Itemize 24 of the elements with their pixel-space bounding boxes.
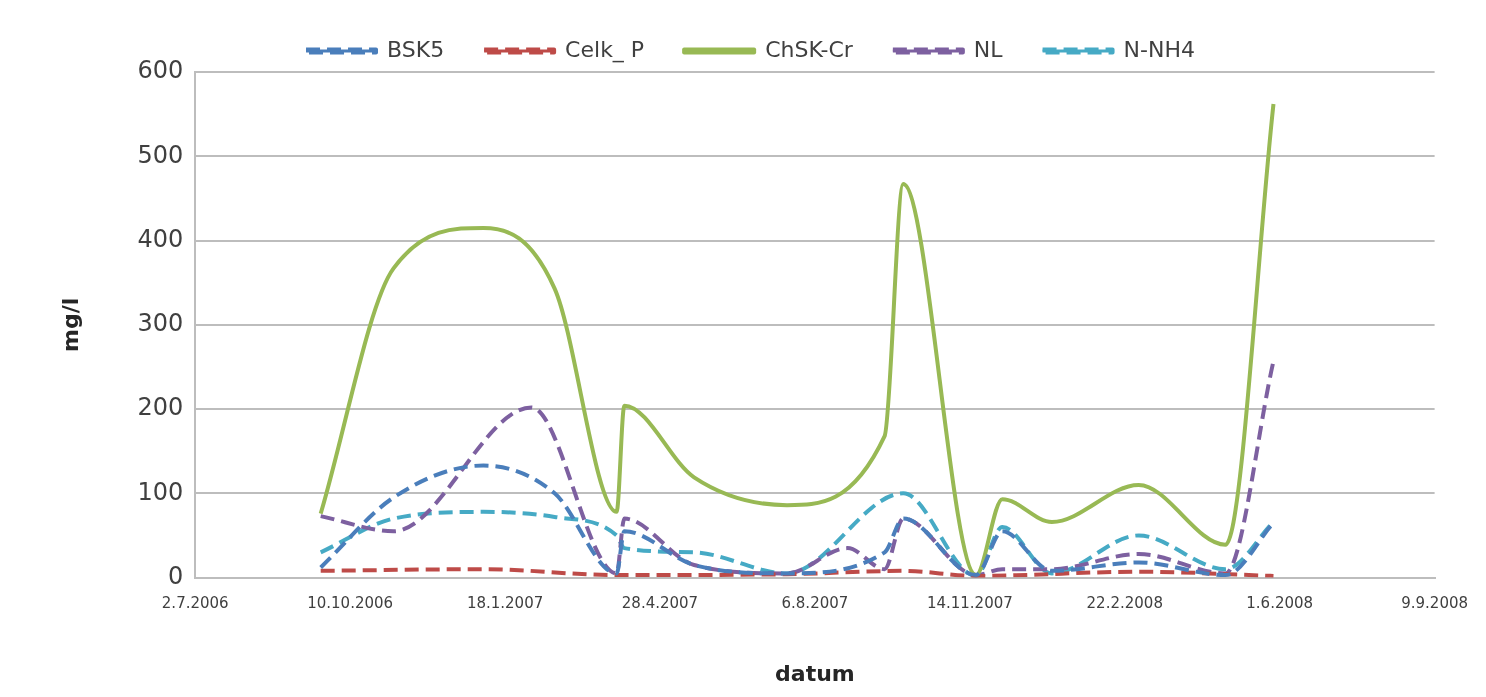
x-tick-label: 6.8.2007	[781, 594, 849, 613]
legend-label: Celk_ P	[565, 36, 645, 63]
y-tick-label: 500	[137, 140, 184, 169]
x-tick-label: 1.6.2008	[1246, 594, 1314, 613]
x-tick-label: 18.1.2007	[466, 594, 544, 613]
x-tick-label: 14.11.2007	[926, 594, 1013, 613]
y-tick-label: 300	[137, 309, 184, 338]
y-axis-title: mg/l	[57, 297, 83, 352]
y-tick-label: 0	[167, 561, 184, 590]
x-tick-label: 9.9.2008	[1401, 594, 1468, 613]
legend-label: ChSK-Cr	[765, 36, 854, 62]
x-tick-label: 10.10.2006	[307, 594, 394, 613]
y-tick-label: 400	[137, 224, 184, 253]
y-tick-label: 200	[137, 393, 184, 422]
y-tick-label: 600	[137, 56, 184, 85]
x-tick-label: 22.2.2008	[1086, 594, 1163, 613]
x-tick-label: 2.7.2006	[161, 594, 229, 613]
line-series	[318, 567, 1276, 578]
legend-label: NL	[973, 36, 1004, 62]
x-axis-title: datum	[775, 660, 855, 686]
legend-label: BSK5	[387, 36, 445, 62]
x-tick-label: 28.4.2007	[621, 594, 699, 613]
legend-label: N-NH4	[1123, 36, 1195, 62]
y-tick-label: 100	[137, 477, 184, 506]
